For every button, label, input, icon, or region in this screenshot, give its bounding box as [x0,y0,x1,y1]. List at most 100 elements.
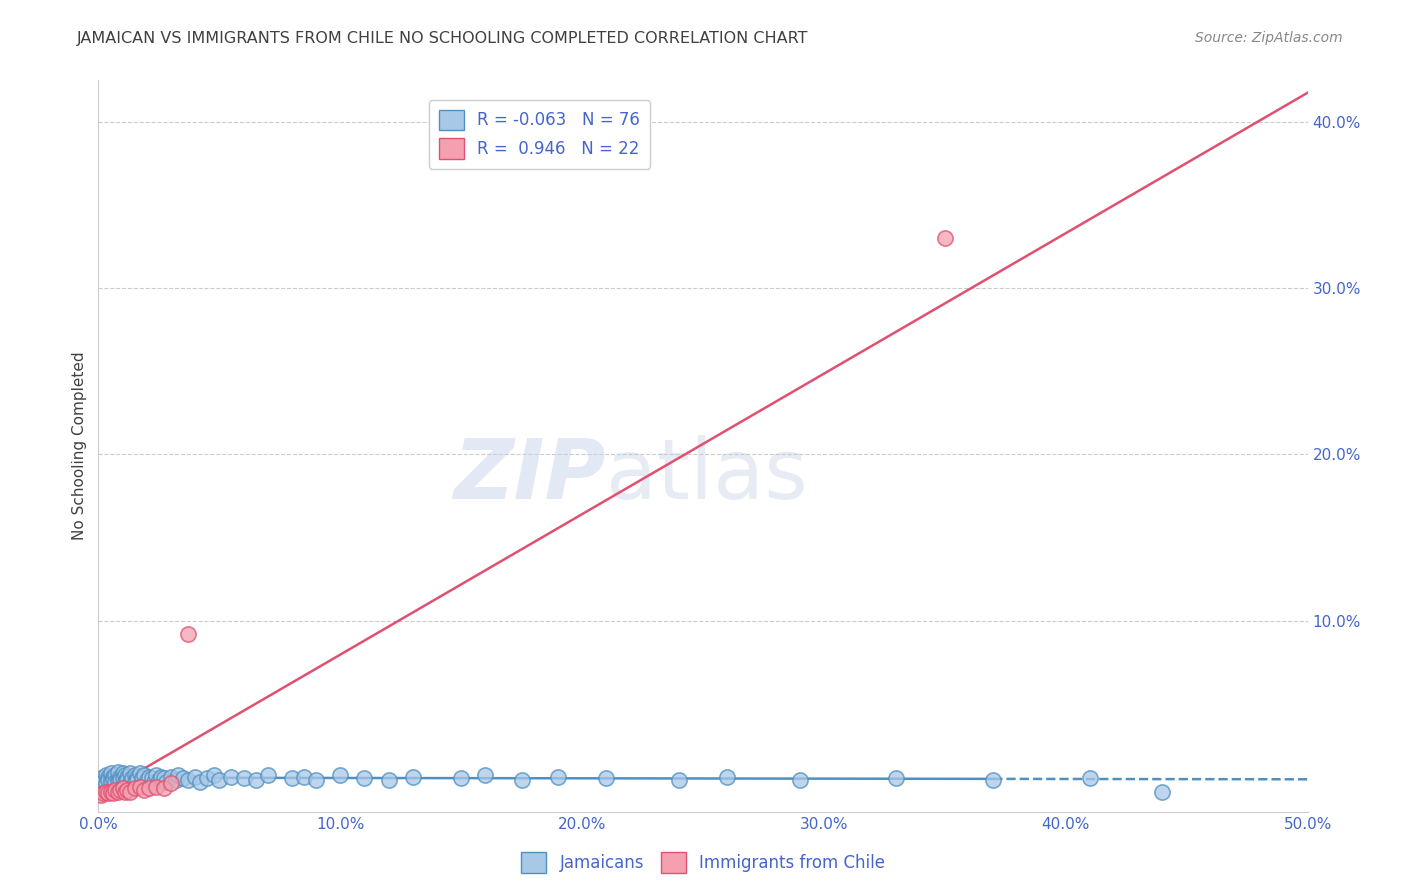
Point [114,768,136,782]
Point [141,772,163,786]
Point [107,772,129,786]
Point [100,785,122,799]
Point [111,781,134,796]
Point [111,772,134,786]
Point [1078,772,1101,786]
Point [108,783,131,797]
Point [510,773,533,788]
Point [232,772,254,786]
Point [160,776,183,790]
Point [281,772,304,786]
Point [292,770,315,784]
Point [124,768,146,782]
Text: JAMAICAN VS IMMIGRANTS FROM CHILE NO SCHOOLING COMPLETED CORRELATION CHART: JAMAICAN VS IMMIGRANTS FROM CHILE NO SCH… [77,31,808,46]
Point [377,773,399,788]
Point [160,770,183,784]
Point [107,785,129,799]
Point [91,774,114,789]
Point [124,781,146,796]
Point [716,770,738,784]
Point [138,781,160,796]
Point [94,768,117,782]
Point [353,772,375,786]
Point [104,774,127,789]
Point [934,231,956,245]
Point [118,766,141,780]
Point [97,773,120,788]
Point [128,780,150,794]
Point [114,774,136,789]
Point [91,787,114,801]
Point [117,783,139,797]
Point [135,773,157,788]
Point [111,766,134,780]
Point [305,773,328,788]
Point [100,774,122,789]
Point [208,773,231,788]
Point [97,787,120,801]
Point [886,772,908,786]
Point [547,770,569,784]
Point [329,768,352,782]
Point [124,774,146,789]
Point [131,772,153,786]
Point [155,774,177,789]
Point [100,766,122,780]
Point [143,774,166,789]
Point [167,768,190,782]
Point [188,774,211,789]
Point [101,787,124,801]
Point [148,773,170,788]
Point [127,770,149,784]
Point [981,773,1004,788]
Legend: Jamaicans, Immigrants from Chile: Jamaicans, Immigrants from Chile [515,846,891,880]
Point [134,768,156,782]
Point [118,774,141,789]
Text: Source: ZipAtlas.com: Source: ZipAtlas.com [1195,31,1343,45]
Point [94,776,117,790]
Point [595,772,617,786]
Point [97,770,120,784]
Point [107,774,129,789]
Point [134,783,156,797]
Legend: R = -0.063   N = 76, R =  0.946   N = 22: R = -0.063 N = 76, R = 0.946 N = 22 [429,100,651,169]
Point [402,770,425,784]
Point [101,770,124,784]
Point [101,773,124,788]
Point [152,772,174,786]
Point [90,788,112,802]
Point [118,785,141,799]
Point [245,773,267,788]
Point [195,772,218,786]
Point [1152,785,1174,799]
Text: ZIP: ZIP [454,434,606,516]
Point [100,772,122,786]
Point [107,764,129,779]
Point [127,773,149,788]
Point [172,772,194,786]
Point [256,768,278,782]
Point [108,770,131,784]
Point [177,773,200,788]
Point [117,773,139,788]
Point [108,773,131,788]
Point [114,785,136,799]
Point [152,781,174,796]
Point [204,768,226,782]
Point [221,770,243,784]
Point [121,772,143,786]
Text: atlas: atlas [606,434,808,516]
Point [474,768,496,782]
Point [104,768,127,782]
Point [145,768,167,782]
Point [128,766,150,780]
Point [789,773,811,788]
Point [117,770,139,784]
Point [94,785,117,799]
Point [668,773,690,788]
Point [138,770,160,784]
Point [450,772,472,786]
Point [145,780,167,794]
Point [177,627,200,641]
Point [165,773,187,788]
